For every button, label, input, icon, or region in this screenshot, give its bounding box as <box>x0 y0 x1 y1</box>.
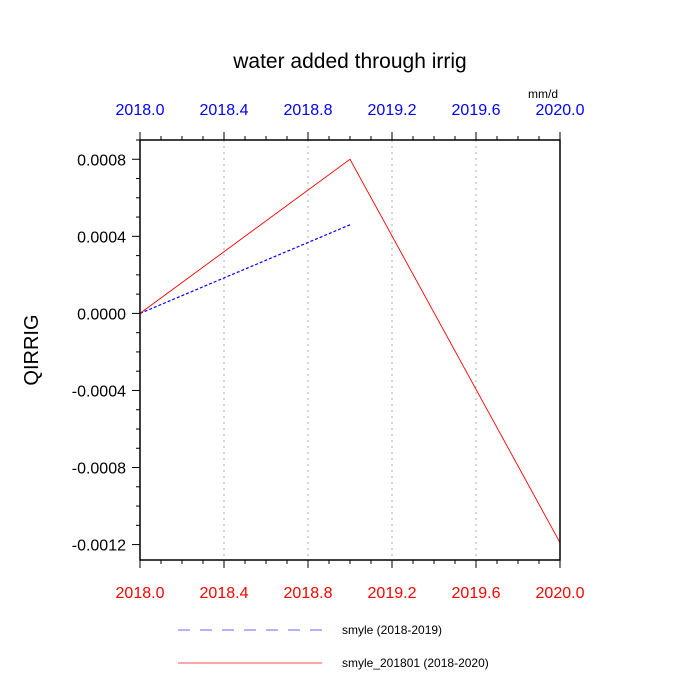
x-tick-label-top: 2018.4 <box>200 102 249 119</box>
tick-labels: 2018.0 2018.0 2018.4 2018.4 2018.8 2018.8 2019… <box>72 102 585 602</box>
x-tick-label-top: 2018.8 <box>284 102 333 119</box>
axis-ticks <box>132 132 561 568</box>
x-tick-label-top: 2019.6 <box>452 102 501 119</box>
y-axis-label: QIRRIG <box>21 314 43 385</box>
x-tick-label-top: 2019.2 <box>368 102 417 119</box>
y-tick-label: -0.0008 <box>72 461 126 478</box>
y-tick-label: 0.0000 <box>77 306 126 323</box>
y-tick-label: -0.0004 <box>72 383 126 400</box>
y-tick-label: -0.0012 <box>72 538 126 555</box>
plot-frame <box>139 139 561 561</box>
legend-label-1: smyle (2018-2019) <box>342 623 442 637</box>
x-tick-label-bottom: 2018.8 <box>284 585 333 602</box>
grid-lines <box>223 140 477 560</box>
x-tick-label-top: 2020.0 <box>536 102 585 119</box>
units-label: mm/d <box>528 87 558 101</box>
series-line-1 <box>139 224 351 314</box>
legend-label-2: smyle_201801 (2018-2020) <box>342 656 489 670</box>
x-tick-label-bottom: 2020.0 <box>536 585 585 602</box>
chart-title: water added through irrig <box>232 50 466 73</box>
legend: smyle (2018-2019) smyle_201801 (2018-2020… <box>178 623 489 670</box>
y-tick-label: 0.0004 <box>77 229 126 246</box>
x-tick-label-bottom: 2018.4 <box>200 585 249 602</box>
y-tick-label: 0.0008 <box>77 152 126 169</box>
x-tick-label-bottom: 2019.6 <box>452 585 501 602</box>
x-tick-label-top: 2018.0 <box>116 102 165 119</box>
x-tick-label-bottom: 2019.2 <box>368 585 417 602</box>
series-line-2 <box>139 158 561 543</box>
series-lines <box>139 158 561 543</box>
x-tick-label-bottom: 2018.0 <box>116 585 165 602</box>
